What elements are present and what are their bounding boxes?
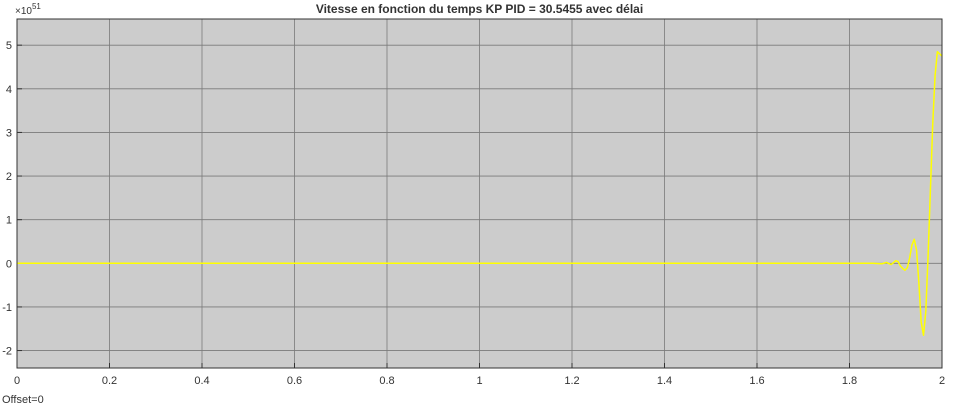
- x-tick-label: 0: [14, 375, 20, 387]
- x-tick-label: 0.2: [102, 375, 117, 387]
- y-tick-label: -2: [2, 346, 12, 358]
- x-tick-label: 1.8: [842, 375, 857, 387]
- x-tick-label: 0.6: [287, 375, 302, 387]
- y-tick-label: 2: [6, 171, 12, 183]
- x-tick-label: 1.2: [564, 375, 579, 387]
- offset-label: Offset=0: [2, 394, 44, 406]
- series-line: [17, 50, 943, 337]
- x-tick-label: 0.4: [194, 375, 209, 387]
- plot-frame: [16, 18, 943, 369]
- chart-title: Vitesse en fonction du temps KP PID = 30…: [316, 2, 643, 16]
- y-tick-label: 3: [6, 127, 12, 139]
- y-tick-label: -1: [2, 302, 12, 314]
- x-tick-label: 0.8: [379, 375, 394, 387]
- exponent-power: 51: [32, 2, 41, 11]
- y-axis-exponent: ×1051: [15, 2, 41, 17]
- y-tick-label: 0: [6, 258, 12, 270]
- y-tick-label: 5: [6, 40, 12, 52]
- y-tick-label: 1: [6, 215, 12, 227]
- x-tick-label: 1.6: [749, 375, 764, 387]
- y-tick-label: 4: [6, 84, 12, 96]
- x-tick-label: 2: [939, 375, 945, 387]
- exponent-multiplier: ×10: [15, 6, 32, 17]
- x-tick-label: 1.4: [657, 375, 672, 387]
- x-tick-label: 1: [476, 375, 482, 387]
